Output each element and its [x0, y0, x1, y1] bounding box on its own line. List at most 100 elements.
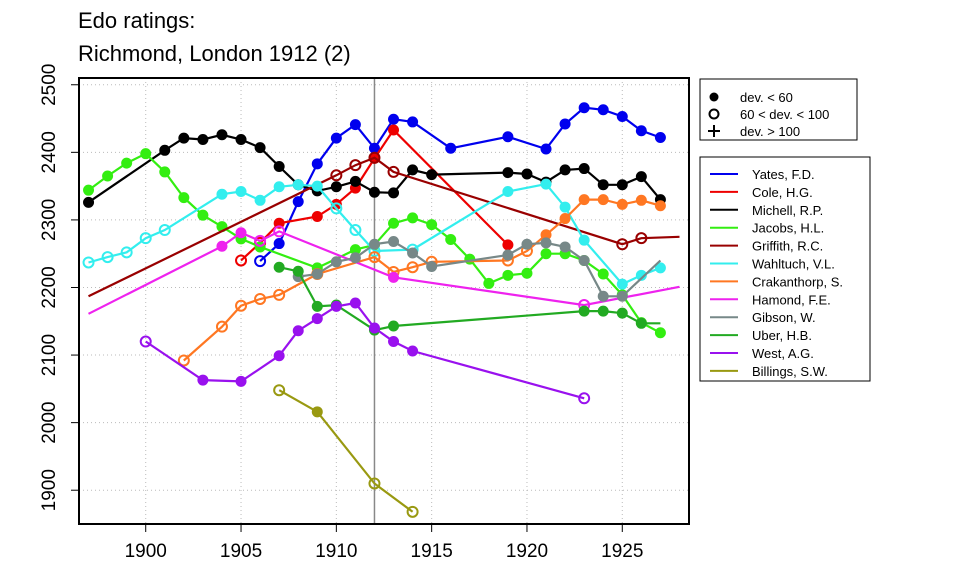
y-tick-label-2100: 2100	[39, 334, 60, 376]
series-9-point-0	[273, 261, 285, 273]
series-11-point-3	[406, 505, 419, 518]
series-5-point-18	[578, 234, 590, 246]
marker-legend-label-2: dev. > 100	[740, 124, 800, 139]
series-9-point-5	[388, 320, 400, 332]
chart-subtitle: Richmond, London 1912 (2)	[78, 41, 351, 66]
series-10-point-11	[578, 392, 591, 405]
series-8-point-12	[578, 254, 590, 266]
series-11	[273, 384, 419, 518]
series-legend-label-0: Yates, F.D.	[752, 167, 815, 182]
series-8-point-2	[330, 256, 342, 268]
series-1-point-8	[502, 239, 514, 251]
series-7-point-2	[235, 227, 247, 239]
series-10-point-7	[349, 297, 361, 309]
series-line-6	[183, 198, 661, 362]
series-legend-label-9: Uber, H.B.	[752, 328, 812, 343]
series-5-point-2	[120, 246, 133, 259]
series-0-point-16	[635, 125, 647, 137]
series-2-point-5	[235, 133, 247, 145]
x-tick-label-1925: 1925	[601, 541, 643, 562]
series-7-point-4	[273, 225, 286, 238]
series-5-point-17	[559, 201, 571, 213]
series-10-point-0	[139, 335, 152, 348]
series-10-point-5	[311, 313, 323, 325]
series-8-point-7	[426, 261, 438, 273]
series-4-point-4	[387, 165, 400, 178]
series-0-point-11	[540, 143, 552, 155]
series-2-point-1	[159, 144, 171, 156]
plot-frame	[78, 77, 690, 525]
series-4-point-1	[330, 169, 343, 182]
series-0-point-17	[654, 131, 666, 143]
series-8-point-3	[349, 252, 361, 264]
series-1-point-2	[273, 217, 285, 229]
series-3-point-24	[597, 268, 609, 280]
series-9-point-9	[635, 317, 647, 329]
series-1-point-7	[388, 124, 400, 136]
series-2-point-0	[83, 196, 95, 208]
series-legend-label-11: Billings, S.W.	[752, 364, 828, 379]
series-legend-label-5: Wahltuch, V.L.	[752, 257, 835, 272]
series-8	[292, 236, 662, 302]
series-2-point-15	[426, 169, 438, 181]
series-10-point-1	[197, 374, 209, 386]
series-5-point-19	[616, 278, 628, 290]
series-2-point-16	[502, 167, 514, 179]
y-tick-label-2200: 2200	[39, 266, 60, 308]
series-3-point-17	[464, 253, 476, 265]
y-tick-label-2400: 2400	[39, 131, 60, 173]
series-3-point-13	[388, 217, 400, 229]
series-legend-label-3: Jacobs, H.L.	[752, 221, 824, 236]
x-tick-label-1910: 1910	[315, 541, 357, 562]
series-0-point-13	[578, 102, 590, 114]
series-legend-label-8: Gibson, W.	[752, 310, 816, 325]
series-0-point-0	[254, 255, 267, 268]
series-6-point-6	[368, 251, 381, 264]
series-6-point-3	[254, 292, 267, 305]
series-4-point-2	[349, 159, 362, 172]
series-2-point-2	[178, 132, 190, 144]
series-3-point-2	[121, 157, 133, 169]
series-10-point-3	[273, 350, 285, 362]
series-2-point-22	[616, 179, 628, 191]
series-5-point-11	[330, 202, 343, 215]
marker-legend-box	[699, 78, 858, 141]
series-layer	[82, 102, 680, 518]
series-8-point-9	[521, 238, 533, 250]
series-6-point-8	[406, 261, 419, 274]
series-3-point-0	[83, 184, 95, 196]
series-9-point-7	[597, 305, 609, 317]
series-3-point-19	[502, 269, 514, 281]
x-tick-label-1915: 1915	[411, 541, 453, 562]
series-legend-label-2: Michell, R.P.	[752, 203, 823, 218]
series-0-point-14	[597, 104, 609, 116]
series-2-point-12	[368, 186, 380, 198]
series-5-point-1	[101, 251, 114, 264]
series-line-11	[278, 389, 414, 513]
grid-lines	[79, 78, 689, 524]
series-line-4	[88, 156, 680, 298]
series-2-point-3	[197, 133, 209, 145]
y-tick-label-2500: 2500	[39, 64, 60, 106]
series-0-point-10	[502, 131, 514, 143]
series-6-point-0	[177, 354, 190, 367]
series-2-point-17	[521, 168, 533, 180]
series-2-point-23	[635, 171, 647, 183]
series-5-point-3	[139, 232, 152, 245]
series-8-point-1	[311, 268, 323, 280]
series-legend-box	[699, 156, 871, 382]
series-5	[82, 178, 666, 290]
series-legend-label-4: Griffith, R.C.	[752, 239, 823, 254]
series-2-point-21	[597, 179, 609, 191]
series-3-point-1	[102, 170, 114, 182]
series-9-point-8	[616, 307, 628, 319]
series-5-point-6	[235, 186, 247, 198]
series-1-point-3	[311, 211, 323, 223]
series-0-point-2	[292, 196, 304, 208]
series-7	[88, 225, 680, 315]
series-2-point-7	[273, 161, 285, 173]
series-2-point-11	[349, 175, 361, 187]
series-8-point-6	[407, 247, 419, 259]
